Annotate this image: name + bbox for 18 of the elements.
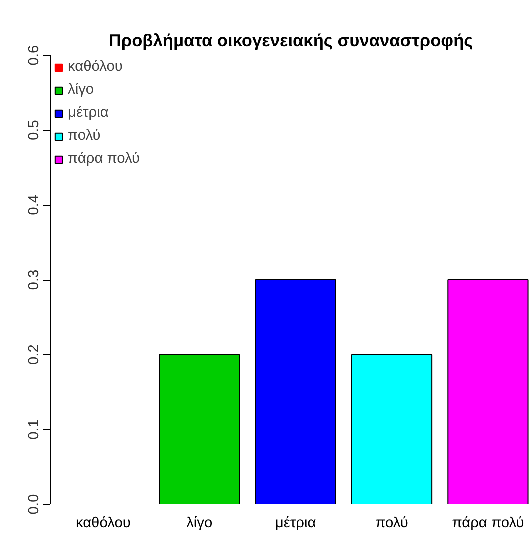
legend-label: καθόλου bbox=[68, 59, 123, 75]
legend-label: μέτρια bbox=[68, 105, 109, 121]
x-tick-label: πάρα πολύ bbox=[452, 516, 524, 532]
y-tick-label: 0.4 bbox=[26, 194, 42, 216]
x-tick-label: λίγο bbox=[186, 516, 213, 532]
x-tick-label: καθόλου bbox=[76, 516, 131, 532]
x-tick-label: μέτρια bbox=[275, 516, 317, 532]
chart-title: Προβλήματα οικογενειακής συναναστροφής bbox=[108, 30, 474, 50]
y-tick-label: 0.3 bbox=[26, 270, 42, 290]
x-tick-label: πολύ bbox=[376, 516, 408, 532]
y-tick-label: 0.1 bbox=[26, 419, 42, 440]
legend-label: πολύ bbox=[68, 128, 101, 144]
y-tick-label: 0.0 bbox=[26, 494, 42, 515]
y-tick-label: 0.5 bbox=[26, 120, 42, 141]
y-tick-label: 0.6 bbox=[26, 45, 42, 66]
legend-label: λίγο bbox=[68, 82, 94, 98]
legend-label: πάρα πολύ bbox=[68, 151, 140, 167]
y-tick-label: 0.2 bbox=[26, 344, 42, 366]
